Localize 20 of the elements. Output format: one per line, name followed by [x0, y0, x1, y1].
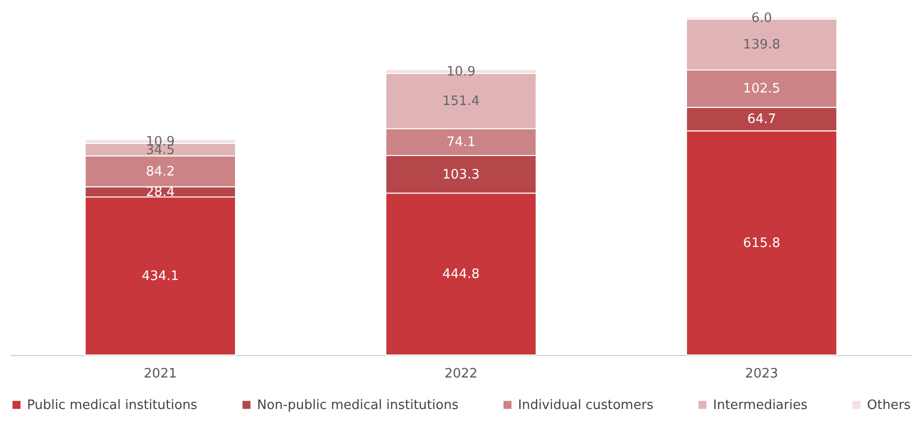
- x-tick-label: 2021: [144, 366, 177, 382]
- data-label: 102.5: [743, 82, 780, 97]
- data-label: 103.3: [442, 167, 480, 182]
- data-label: 10.9: [446, 64, 476, 80]
- data-label: 64.7: [747, 112, 776, 128]
- data-label: 6.0: [751, 11, 772, 26]
- data-label: 434.1: [142, 269, 179, 284]
- legend-label: Individual customers: [518, 398, 654, 413]
- x-tick-label: 2022: [444, 366, 478, 382]
- legend-label: Intermediaries: [713, 398, 808, 413]
- legend-label: Others: [867, 398, 911, 413]
- legend-label: Public medical institutions: [27, 398, 198, 413]
- x-tick-label: 2023: [745, 366, 778, 382]
- data-label: 444.8: [442, 267, 480, 282]
- legend-label: Non-public medical institutions: [257, 398, 459, 413]
- data-label: 151.4: [442, 94, 480, 110]
- data-label: 139.8: [743, 38, 780, 53]
- data-label: 74.1: [446, 135, 476, 150]
- data-label: 84.2: [146, 164, 175, 180]
- data-label: 615.8: [743, 236, 780, 251]
